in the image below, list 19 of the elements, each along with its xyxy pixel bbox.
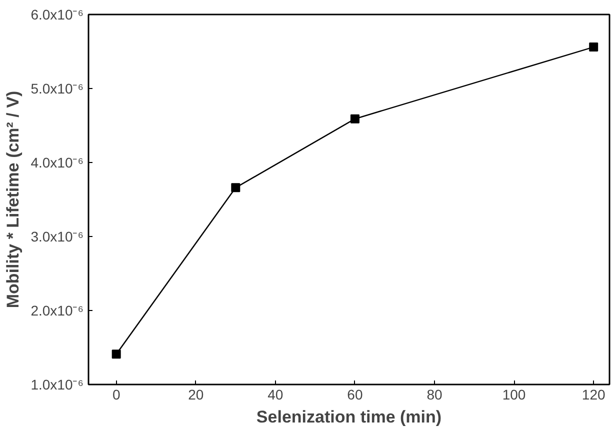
x-tick-label: 60: [347, 386, 363, 402]
y-axis-title: Mobility * Lifetime (cm² / V): [4, 90, 23, 308]
point: [231, 183, 240, 192]
y-tick-label: 5.0x10⁻⁶: [30, 80, 84, 96]
x-axis-title: Selenization time (min): [256, 408, 442, 426]
x-tick-label: 20: [188, 386, 204, 402]
y-tick-label: 1.0x10⁻⁶: [30, 376, 84, 392]
x-tick-label: 120: [582, 386, 606, 402]
y-tick-label: 3.0x10⁻⁶: [30, 228, 84, 244]
y-tick-label: 6.0x10⁻⁶: [30, 6, 84, 22]
y-tick-label: 2.0x10⁻⁶: [30, 302, 84, 318]
point: [350, 114, 360, 124]
x-tick-label: 40: [268, 386, 284, 402]
x-tick-label: 100: [502, 386, 526, 402]
point: [589, 42, 598, 52]
x-tick-label: 80: [426, 386, 443, 402]
y-tick-label: 4.0x10⁻⁶: [30, 154, 84, 170]
point: [112, 350, 121, 359]
x-tick-label: 0: [112, 386, 120, 402]
